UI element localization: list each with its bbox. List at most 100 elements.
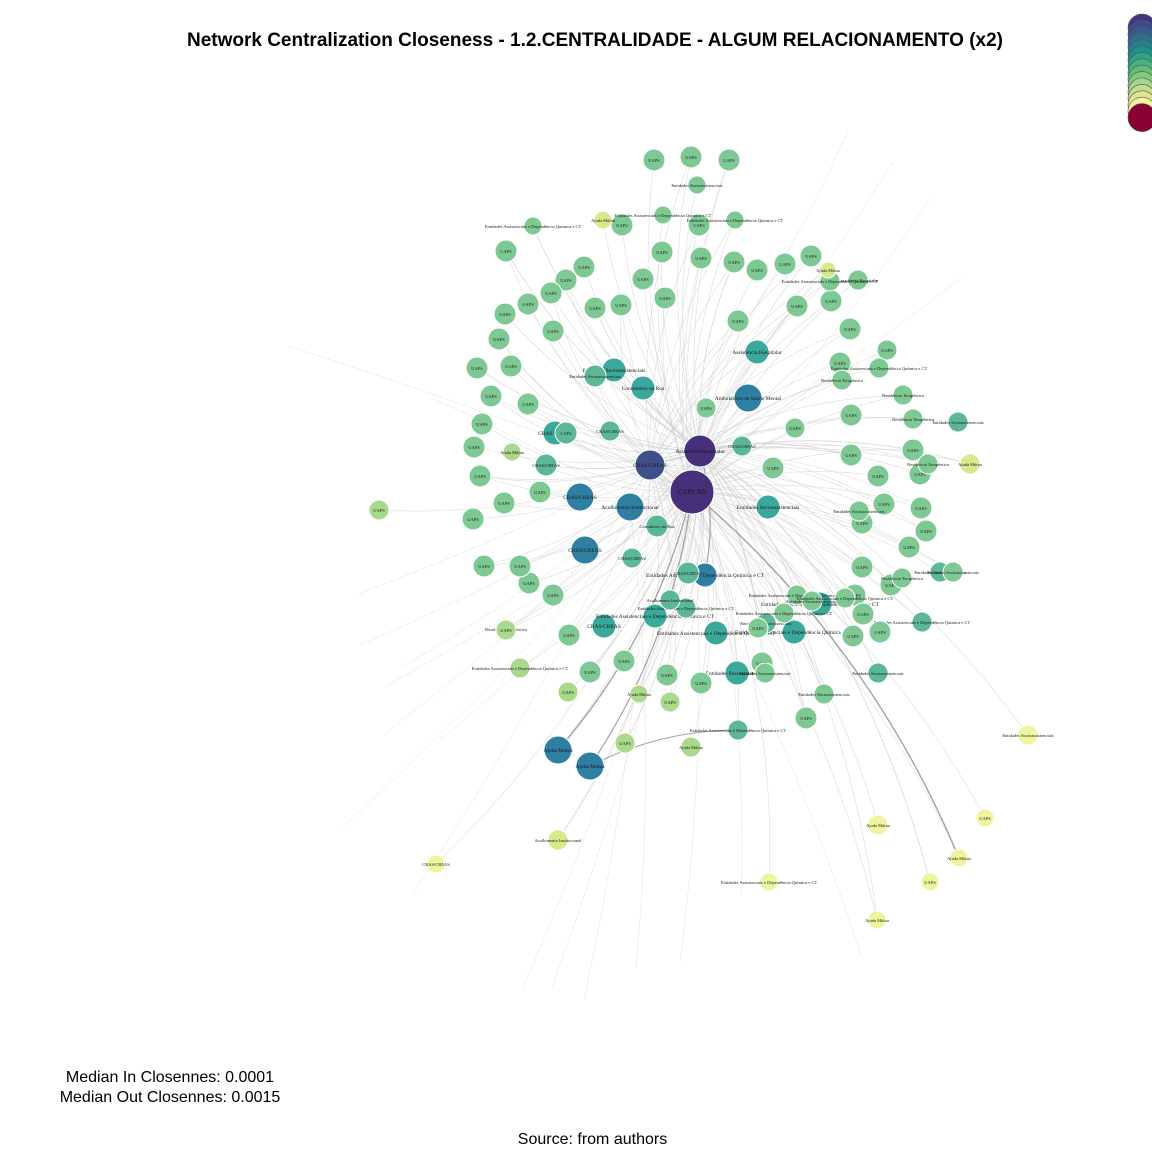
- node-label: UAPS: [845, 413, 857, 418]
- graph-node: Ajuda Mútua: [543, 735, 573, 765]
- node-label: Ajuda Mútua: [679, 745, 703, 750]
- node-label: UAPS: [847, 634, 859, 639]
- graph-edge: [699, 450, 885, 505]
- node-label: Ambulatório de Saúde Mental: [715, 396, 782, 402]
- node-circle: [850, 555, 874, 579]
- graph-edge: [568, 464, 651, 636]
- graph-node: UAPS: [461, 507, 485, 531]
- graph-node: UAPS: [784, 417, 806, 439]
- node-label: CAPS AD: [678, 488, 707, 496]
- node-label: UAPS: [514, 564, 526, 569]
- graph-node: UAPS: [528, 480, 552, 504]
- graph-edge: [649, 255, 812, 466]
- node-label: UAPS: [825, 299, 837, 304]
- node-label: Entidades Assistenciais e Dependência Qu…: [874, 620, 971, 625]
- graph-node: UAPS: [653, 286, 677, 310]
- graph-edge: [621, 224, 701, 452]
- node-label: UAPS: [849, 593, 861, 598]
- graph-node: Residência Terapêutica: [907, 453, 949, 475]
- node-label: CRAS/CREAS: [422, 862, 450, 867]
- graph-node: Entidades Socioassistenciais: [927, 561, 979, 583]
- node-circle: [578, 660, 602, 684]
- node-circle: [676, 561, 700, 585]
- graph-node: Ajuda Mútua: [575, 751, 605, 781]
- graph-node: Entidades Assistenciais e Dependência Qu…: [596, 603, 715, 629]
- graph-node: UAPS: [614, 732, 636, 754]
- node-label: Entidades Socioassistenciais: [932, 420, 984, 425]
- graph-edge: [649, 394, 904, 466]
- node-label: UAPS: [648, 158, 660, 163]
- node-circle: [917, 453, 939, 475]
- graph-edge: [638, 464, 660, 695]
- node-circle: [591, 613, 617, 639]
- graph-edge: [685, 450, 705, 609]
- node-circle: [867, 662, 889, 684]
- node-circle: [516, 392, 540, 416]
- graph-node: Entidades Socioassistenciais: [798, 683, 850, 705]
- graph-node: Ajuda Mútua: [866, 814, 890, 836]
- node-circle: [838, 317, 862, 341]
- node-label: UAPS: [505, 364, 517, 369]
- node-label: Entidades Assistenciais e Dependência Qu…: [735, 630, 854, 636]
- node-circle: [755, 494, 781, 520]
- node-label: Entidades Socioassistenciais: [833, 509, 885, 514]
- graph-node: UAPS: [557, 681, 579, 703]
- graph-node: Assistência Hospitalar: [732, 339, 782, 365]
- node-label: UAPS: [695, 681, 707, 686]
- graph-node: Entidades Assistenciais e Dependência Qu…: [797, 587, 893, 609]
- graph-node: UAPS: [557, 623, 581, 647]
- graph-edge: [691, 491, 923, 623]
- node-circle: [727, 719, 749, 741]
- node-circle: [841, 624, 865, 648]
- graph-node: UAPS: [726, 309, 750, 333]
- node-circle: [642, 148, 666, 172]
- graph-node: Entidades Assistenciais e Dependência Qu…: [736, 602, 832, 624]
- graph-edge: [646, 156, 692, 466]
- graph-edge: [430, 397, 631, 508]
- node-label: UAPS: [872, 474, 884, 479]
- graph-edge: [649, 224, 700, 466]
- legend-swatch: [1127, 103, 1152, 132]
- node-label: UAPS: [656, 250, 668, 255]
- node-label: CRAS/CREAS: [568, 548, 602, 554]
- graph-node: UAPS: [516, 292, 540, 316]
- node-label: UAPS: [751, 268, 763, 273]
- node-label: Entidades Assistenciais e Dependência Qu…: [596, 614, 715, 620]
- node-label: Acolhimento Institucional: [601, 505, 659, 511]
- graph-node: CAPS AD: [669, 469, 715, 515]
- node-circle: [839, 443, 863, 467]
- node-label: Entidades Socioassistenciais: [706, 671, 769, 677]
- node-circle: [687, 175, 707, 195]
- node-circle: [655, 663, 679, 687]
- node-label: UAPS: [584, 670, 596, 675]
- node-label: UAPS: [661, 673, 673, 678]
- node-label: CAPS: [560, 431, 572, 436]
- node-circle: [470, 412, 494, 436]
- node-label: UAPS: [979, 816, 991, 821]
- node-circle: [609, 293, 633, 317]
- node-label: Entidades Socioassistenciais: [671, 183, 723, 188]
- node-circle: [868, 620, 892, 644]
- node-label: UAPS: [857, 612, 869, 617]
- graph-edge: [699, 379, 843, 452]
- node-circle: [847, 269, 869, 291]
- graph-node: CRAS/CREAS: [422, 854, 450, 874]
- node-label: Ajuda Mútua: [865, 918, 889, 923]
- graph-edge: [565, 279, 693, 493]
- node-label: CRAS/CREAS: [532, 463, 560, 468]
- node-label: UAPS: [789, 426, 801, 431]
- node-circle: [689, 246, 713, 270]
- node-label: Entidades Socioassistenciais: [852, 671, 904, 676]
- graph-edge: [629, 506, 646, 969]
- node-circle: [839, 403, 863, 427]
- graph-node: Residência Terapêutica: [821, 369, 863, 391]
- node-circle: [502, 442, 522, 462]
- graph-node: Entidades Socioassistenciais: [569, 364, 621, 388]
- node-label: Residência Terapêutica: [882, 393, 924, 398]
- node-circle: [1017, 724, 1039, 746]
- node-circle: [866, 464, 890, 488]
- graph-node: UAPS: [368, 499, 390, 521]
- node-label: UAPS: [547, 593, 559, 598]
- graph-edge: [691, 491, 960, 859]
